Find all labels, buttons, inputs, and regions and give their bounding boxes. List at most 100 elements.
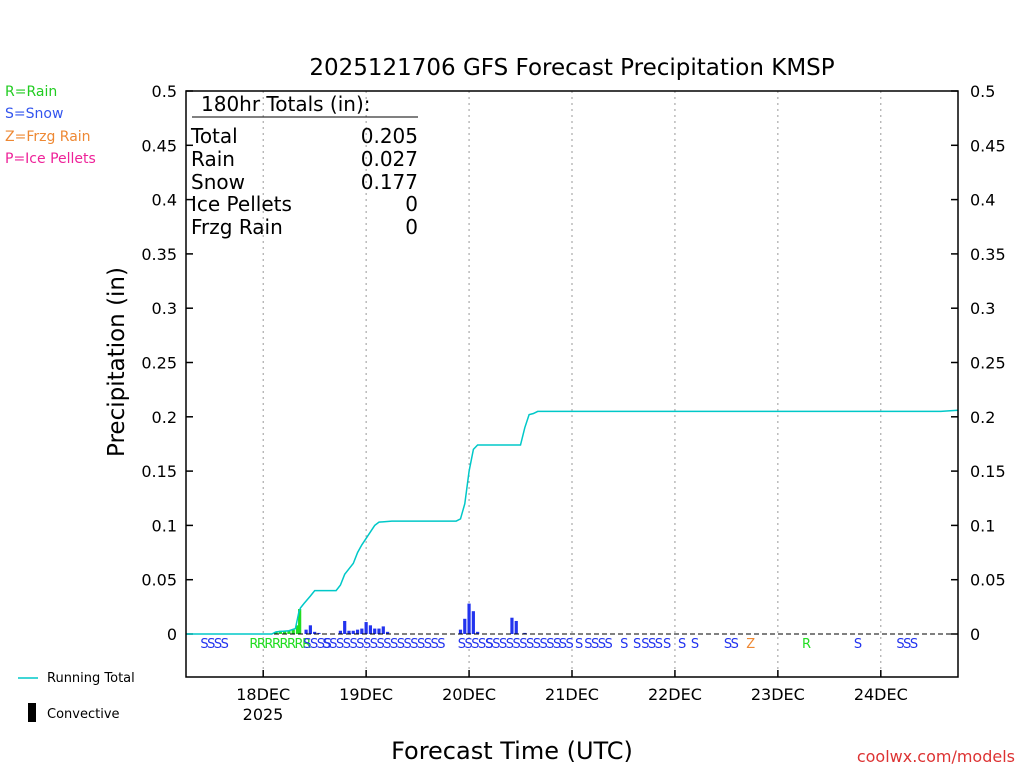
y-tick-label-left: 0.2 [152, 408, 177, 427]
snow-bar [347, 630, 351, 634]
precip-type-label: SSSS [200, 637, 228, 652]
x-tick-label: 21DEC [545, 685, 599, 704]
snow-bar [360, 628, 364, 634]
legend-ice-pellets: P=Ice Pellets [5, 151, 96, 167]
y-tick-label-right: 0.45 [970, 136, 1006, 155]
chart-title: 2025121706 GFS Forecast Precipitation KM… [309, 55, 834, 81]
snow-bar [373, 628, 377, 634]
y-tick-label-left: 0.4 [152, 191, 177, 210]
x-axis-label: Forecast Time (UTC) [391, 737, 633, 765]
snow-bar [351, 630, 355, 634]
legend-running-total: Running Total [47, 671, 135, 686]
snow-bar [338, 630, 342, 634]
y-ticks-right: 0 0.05 0.1 0.15 0.2 0.25 0.3 0.35 0.4 0.45 0.5 [951, 82, 1006, 644]
y-tick-label-left: 0.5 [152, 82, 177, 101]
totals-label-rain: Rain [191, 147, 235, 171]
snow-bar [467, 603, 471, 634]
y-tick-label-right: 0 [970, 625, 980, 644]
y-tick-label-right: 0.1 [970, 516, 995, 535]
snow-bar [514, 620, 518, 634]
snow-bar [317, 632, 321, 634]
rain-bar [298, 609, 302, 634]
precip-type-label: SS [559, 637, 574, 652]
x-tick-label: 20DEC [442, 685, 496, 704]
precip-type-label: SSSSSSSSSSSSSSSSSS [323, 637, 446, 652]
running-total-line [186, 409, 959, 635]
snow-bar [377, 628, 381, 634]
precip-bars [274, 603, 527, 634]
precip-type-label: SSSS [584, 637, 612, 652]
rain-bar [274, 631, 278, 634]
vertical-gridlines [262, 91, 882, 677]
snow-bar [308, 625, 312, 634]
legend-snow: S=Snow [5, 106, 63, 122]
totals-value-total: 0.205 [361, 124, 418, 148]
precip-type-label: S [575, 637, 583, 652]
y-tick-label-right: 0.2 [970, 408, 995, 427]
x-tick-label: 22DEC [648, 685, 702, 704]
totals-label-frzg-rain: Frzg Rain [191, 215, 283, 239]
legend-convective-swatch [28, 703, 36, 722]
y-tick-label-right: 0.3 [970, 299, 995, 318]
y-tick-label-right: 0.5 [970, 82, 995, 101]
rain-bar [283, 630, 287, 634]
precip-type-label: SSSSSSSSSSS [486, 637, 562, 652]
precip-type-label: S [485, 637, 493, 652]
totals-value-ice-pellets: 0 [405, 192, 418, 216]
totals-label-ice-pellets: Ice Pellets [191, 192, 292, 216]
totals-label-total: Total [190, 124, 238, 148]
totals-box: 180hr Totals (in): Total 0.205 Rain 0.02… [190, 92, 418, 239]
x-tick-label: 18DEC [236, 685, 290, 704]
snow-bar [304, 629, 308, 634]
snow-bar [343, 620, 347, 634]
rain-bar [291, 629, 295, 634]
precip-type-label: SSS [641, 637, 663, 652]
y-tick-label-left: 0.3 [152, 299, 177, 318]
precip-type-label: S [854, 637, 862, 652]
snow-bar [458, 629, 463, 634]
snow-bar [510, 617, 514, 634]
precip-type-label: S [620, 637, 628, 652]
y-tick-label-left: 0.1 [152, 516, 177, 535]
snow-bar [355, 629, 360, 634]
y-ticks-left: 0 0.05 0.1 0.15 0.2 0.25 0.3 0.35 0.4 0.45 0.5 [141, 82, 193, 644]
legend-frzg-rain: Z=Frzg Rain [5, 129, 91, 145]
snow-bar [476, 631, 480, 634]
snow-bar [364, 622, 368, 634]
precip-type-label: S [691, 637, 699, 652]
legend-convective: Convective [47, 707, 120, 722]
snow-bar [385, 631, 390, 634]
precip-type-label: RRRRRRRR [249, 637, 311, 652]
precip-type-label: S [663, 637, 671, 652]
precip-type-label: SSSS [303, 637, 331, 652]
totals-value-snow: 0.177 [361, 170, 418, 194]
y-tick-label-right: 0.05 [970, 571, 1006, 590]
y-tick-label-right: 0.15 [970, 462, 1006, 481]
totals-value-rain: 0.027 [361, 147, 418, 171]
x-year-label: 2025 [243, 705, 284, 724]
y-tick-label-left: 0.05 [141, 571, 177, 590]
running-total-series [186, 409, 959, 635]
snow-bar [471, 611, 475, 634]
y-tick-label-right: 0.25 [970, 354, 1006, 373]
y-tick-label-left: 0.45 [141, 136, 177, 155]
snow-bar [313, 631, 317, 634]
snow-bar [463, 618, 467, 634]
rain-bar [287, 630, 291, 634]
y-tick-label-left: 0.25 [141, 354, 177, 373]
y-tick-label-left: 0.15 [141, 462, 177, 481]
credit-text: coolwx.com/models [857, 747, 1015, 766]
x-ticks: 18DEC 19DEC 20DEC 21DEC 22DEC 23DEC 24DEC [236, 670, 908, 704]
snow-bar [381, 626, 385, 634]
y-tick-label-right: 0.4 [970, 191, 995, 210]
legend-rain: R=Rain [5, 84, 57, 100]
y-tick-label-left: 0.35 [141, 245, 177, 264]
y-tick-label-left: 0 [167, 625, 177, 644]
y-tick-label-right: 0.35 [970, 245, 1006, 264]
precip-type-label: R [802, 637, 811, 652]
totals-header: 180hr Totals (in): [201, 92, 371, 116]
precip-type-label: S [633, 637, 641, 652]
snow-bar [523, 632, 527, 634]
